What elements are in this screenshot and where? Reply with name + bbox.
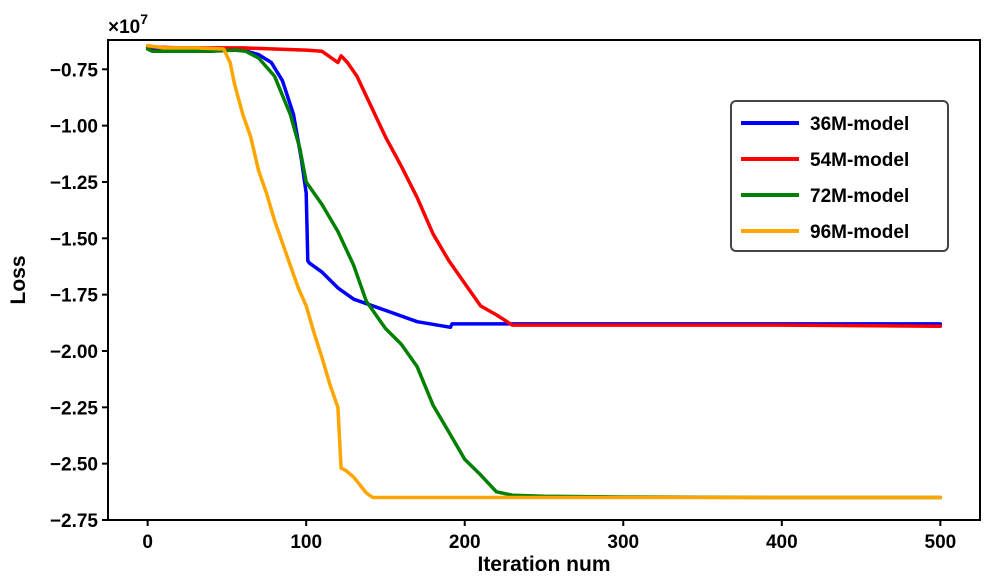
x-tick-label: 200 — [449, 532, 481, 553]
y-tick-label: −2.25 — [50, 398, 99, 419]
y-tick-label: −1.75 — [50, 286, 99, 307]
series-line-2 — [145, 47, 943, 500]
legend-label-3: 96M-model — [810, 222, 909, 243]
x-tick-label: 500 — [925, 532, 957, 553]
y-tick-label: −2.00 — [50, 342, 98, 363]
y-tick-label: −1.00 — [50, 117, 98, 138]
x-tick-label: 0 — [142, 532, 153, 553]
plot-frame — [107, 39, 981, 521]
legend: 36M-model 54M-model 72M-model 96M-model — [730, 100, 949, 252]
x-tick-label: 100 — [290, 532, 322, 553]
x-tick-label: 300 — [607, 532, 639, 553]
legend-label-0: 36M-model — [810, 114, 909, 135]
series-line-1 — [145, 45, 943, 328]
y-axis-offset-base: ×10 — [108, 17, 140, 38]
y-axis-offset-label: ×107 — [108, 11, 148, 38]
series-layer — [145, 43, 943, 500]
y-tick-label: −0.75 — [50, 60, 99, 81]
y-tick-label: −2.50 — [50, 455, 98, 476]
y-tick-label: −1.25 — [50, 173, 99, 194]
y-tick-label: −2.75 — [50, 511, 99, 532]
legend-label-2: 72M-model — [810, 186, 909, 207]
x-tick-label: 400 — [766, 532, 798, 553]
legend-box — [730, 100, 949, 252]
ticks-layer: 0 100 200 300 400 500 −0.75 −1.00 −1.25 −1.50 −1.7… — [50, 60, 956, 553]
x-axis-title: Iteration num — [477, 553, 610, 576]
y-axis-title: Loss — [7, 255, 30, 304]
series-line-3 — [145, 43, 943, 500]
legend-label-1: 54M-model — [810, 150, 909, 171]
y-axis-offset-exponent: 7 — [140, 11, 148, 27]
y-tick-label: −1.50 — [50, 229, 98, 250]
